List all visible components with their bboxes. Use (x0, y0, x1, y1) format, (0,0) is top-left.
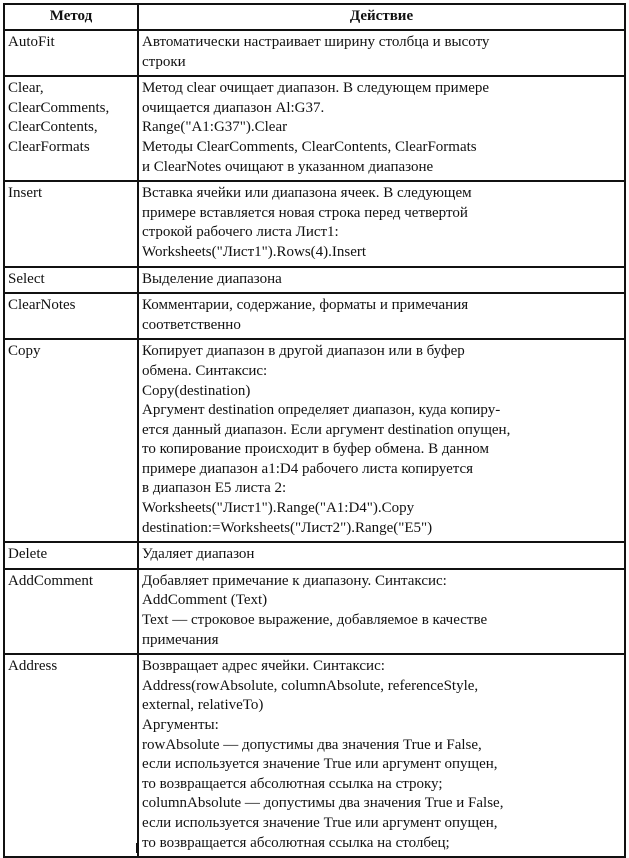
column-divider-continuation (136, 843, 138, 853)
method-cell-line: Address (8, 658, 58, 675)
action-cell: Метод clear очищает диапазон. В следующе… (137, 75, 626, 183)
method-cell-line: ClearComments, (8, 99, 110, 116)
method-cell: Copy (3, 338, 139, 544)
action-cell-line: destination:=Worksheets("Лист2").Range("… (142, 519, 433, 536)
methods-table: Метод Действие AutoFit Автоматически наст… (3, 3, 626, 858)
action-cell-line: Копирует диапазон в другой диапазон или … (142, 343, 465, 360)
action-cell: Копирует диапазон в другой диапазон или … (137, 338, 626, 544)
action-cell-line: Worksheets("Лист1").Range("A1:D4").Copy (142, 500, 415, 517)
method-cell-line: ClearFormats (8, 138, 90, 155)
action-cell: Вставка ячейки или диапазона ячеек. В сл… (137, 180, 626, 268)
action-cell-line: Worksheets("Лист1").Rows(4).Insert (142, 243, 367, 260)
action-cell-line: строкой рабочего листа Лист1: (142, 224, 339, 241)
table-row: AutoFit Автоматически настраивает ширину … (3, 28, 626, 78)
method-cell: Insert (3, 180, 139, 268)
header-action: Действие (137, 3, 626, 31)
action-cell: Удаляет диапазон (137, 541, 626, 570)
action-cell: Выделение диапазона (137, 265, 626, 295)
action-cell-line: Удаляет диапазон (142, 546, 255, 563)
action-cell-line: ется данный диапазон. Если аргумент dest… (142, 421, 511, 438)
action-cell-line: очищается диапазон Al:G37. (142, 99, 325, 116)
action-cell-line: Комментарии, содержание, форматы и приме… (142, 297, 469, 314)
action-cell-line: соответственно (142, 316, 241, 333)
method-cell: Delete (3, 541, 139, 570)
action-cell-line: примечания (142, 631, 219, 648)
method-cell-line: ClearContents, (8, 119, 98, 136)
action-cell-line: Text — строковое выражение, добавляемое … (142, 612, 488, 629)
action-cell-line: то возвращается абсолютная ссылка на сто… (142, 834, 450, 851)
action-cell-line: примере диапазон a1:D4 рабочего листа ко… (142, 460, 474, 477)
method-cell-line: Select (8, 270, 45, 287)
action-cell-line: AddComment (Text) (142, 592, 268, 609)
action-cell-line: Copy(destination) (142, 382, 251, 399)
method-cell-line: Copy (8, 343, 41, 360)
action-cell: Добавляет примечание к диапазону. Синтак… (137, 567, 626, 656)
method-cell: AddComment (3, 567, 139, 656)
table-row: Clear, ClearComments, ClearContents, ClearF… (3, 75, 626, 183)
action-cell-line: Address(rowAbsolute, columnAbsolute, ref… (142, 677, 479, 694)
method-cell-line: AutoFit (8, 34, 55, 50)
action-cell-line: Методы ClearComments, ClearContents, Cle… (142, 138, 477, 155)
action-cell-line: Выделение диапазона (142, 270, 282, 287)
action-cell-line: external, relativeTo) (142, 697, 264, 714)
action-cell: Автоматически настраивает ширину столбца… (137, 28, 626, 78)
table-row: Address Возвращает адрес ячейки. Синтакси… (3, 653, 626, 858)
table-row: Insert Вставка ячейки или диапазона ячеек… (3, 180, 626, 268)
method-cell: Select (3, 265, 139, 295)
method-cell-line: ClearNotes (8, 297, 76, 314)
table-row: AddComment Добавляет примечание к диапазо… (3, 567, 626, 656)
action-cell-line: Возвращает адрес ячейки. Синтаксис: (142, 658, 385, 675)
action-cell-line: если используется значение True или аргу… (142, 814, 498, 831)
method-cell: AutoFit (3, 28, 139, 78)
action-cell-line: rowAbsolute — допустимы два значения Tru… (142, 736, 482, 753)
action-cell-line: если используется значение True или аргу… (142, 756, 498, 773)
action-cell-line: то копирование происходит в буфер обмена… (142, 441, 489, 458)
method-cell-line: Delete (8, 546, 48, 563)
table-row: Select Выделение диапазона (3, 265, 626, 295)
method-cell: ClearNotes (3, 292, 139, 341)
method-cell-line: Insert (8, 185, 43, 202)
action-cell-line: Range("A1:G37").Clear (142, 119, 288, 136)
table-row: Copy Копирует диапазон в другой диапазон … (3, 338, 626, 544)
method-cell: Clear, ClearComments, ClearContents, ClearF… (3, 75, 139, 183)
method-cell-line: AddComment (8, 572, 93, 589)
action-cell-line: columnAbsolute — допустимы два значения … (142, 795, 504, 812)
header-row: Метод Действие (3, 3, 626, 31)
action-cell-line: Добавляет примечание к диапазону. Синтак… (142, 572, 447, 589)
action-cell-line: Метод clear очищает диапазон. В следующе… (142, 80, 490, 97)
header-method: Метод (3, 3, 139, 31)
action-cell-line: в диапазон E5 листа 2: (142, 480, 287, 497)
action-cell-line: Аргументы: (142, 717, 219, 733)
action-cell-line: и ClearNotes очищают в указанном диапазо… (142, 158, 434, 175)
method-cell-line: Clear, (8, 80, 44, 97)
action-cell: Комментарии, содержание, форматы и приме… (137, 292, 626, 341)
action-cell-line: Автоматически настраивает ширину столбца… (142, 34, 490, 50)
table-row: Delete Удаляет диапазон (3, 541, 626, 570)
action-cell-line: Вставка ячейки или диапазона ячеек. В сл… (142, 185, 472, 202)
action-cell: Возвращает адрес ячейки. Синтаксис: Addre… (137, 653, 626, 858)
action-cell-line: примере вставляется новая строка перед ч… (142, 204, 468, 221)
table-row: ClearNotes Комментарии, содержание, форма… (3, 292, 626, 341)
action-cell-line: Аргумент destination определяет диапазон… (142, 402, 501, 419)
action-cell-line: обмена. Синтаксис: (142, 362, 268, 379)
method-cell: Address (3, 653, 139, 858)
action-cell-line: строки (142, 53, 186, 70)
action-cell-line: то возвращается абсолютная ссылка на стр… (142, 775, 443, 792)
